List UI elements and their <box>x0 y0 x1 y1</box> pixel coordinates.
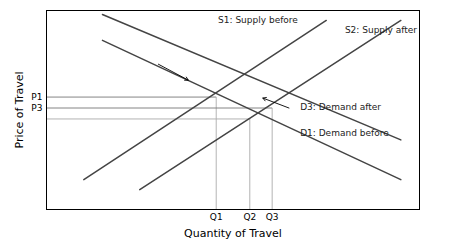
svg-text:Price of Travel: Price of Travel <box>13 71 26 148</box>
svg-text:D3: Demand after: D3: Demand after <box>300 102 381 112</box>
svg-text:Q3: Q3 <box>266 212 279 222</box>
svg-text:S1: Supply before: S1: Supply before <box>218 15 298 25</box>
svg-text:Quantity of Travel: Quantity of Travel <box>184 227 282 240</box>
svg-text:D1: Demand before: D1: Demand before <box>300 128 389 138</box>
svg-text:Q2: Q2 <box>243 212 256 222</box>
svg-text:P3: P3 <box>31 103 42 113</box>
svg-text:P1: P1 <box>31 92 42 102</box>
svg-text:S2: Supply after: S2: Supply after <box>345 25 417 35</box>
svg-text:Q1: Q1 <box>210 212 223 222</box>
